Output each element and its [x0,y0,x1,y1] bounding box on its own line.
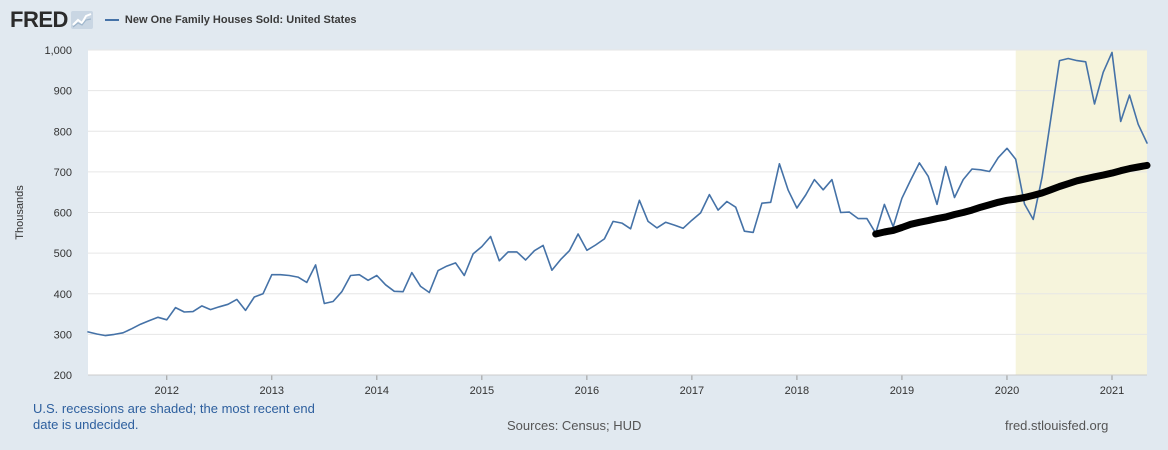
x-tick-label: 2020 [995,385,1019,397]
y-tick-label: 900 [54,86,72,98]
recession-note: U.S. recessions are shaded; the most rec… [33,401,315,432]
x-tick-label: 2014 [365,385,389,397]
x-tick-label: 2019 [890,385,914,397]
x-tick-label: 2017 [680,385,704,397]
y-tick-label: 1,000 [44,45,72,57]
y-tick-label: 300 [54,329,72,341]
x-tick-label: 2015 [470,385,494,397]
fred-logo[interactable]: FRED [10,7,93,33]
legend-swatch [104,19,119,21]
y-tick-label: 700 [54,167,72,179]
x-tick-label: 2013 [260,385,284,397]
x-tick-label: 2016 [575,385,599,397]
y-tick-label: 500 [54,248,72,260]
y-tick-label: 400 [54,289,72,301]
y-tick-label: 200 [54,370,72,382]
chart-header: FRED New One Family Houses Sold: United … [10,6,357,34]
series-line [87,51,1148,337]
y-axis-label: Thousands [14,185,26,240]
y-tick-label: 800 [54,126,72,138]
x-tick-label: 2021 [1100,385,1124,397]
sources-text: Sources: Census; HUD [507,418,642,433]
trend-line [872,161,1151,238]
site-url[interactable]: fred.stlouisfed.org [1005,418,1109,433]
legend-entry[interactable]: New One Family Houses Sold: United State… [104,14,357,26]
line-chart-badge-icon [70,11,93,29]
y-tick-label: 600 [54,208,72,220]
fred-logo-text: FRED [10,7,68,32]
legend-label: New One Family Houses Sold: United State… [124,14,357,26]
x-tick-label: 2012 [155,385,179,397]
x-tick-label: 2018 [785,385,809,397]
